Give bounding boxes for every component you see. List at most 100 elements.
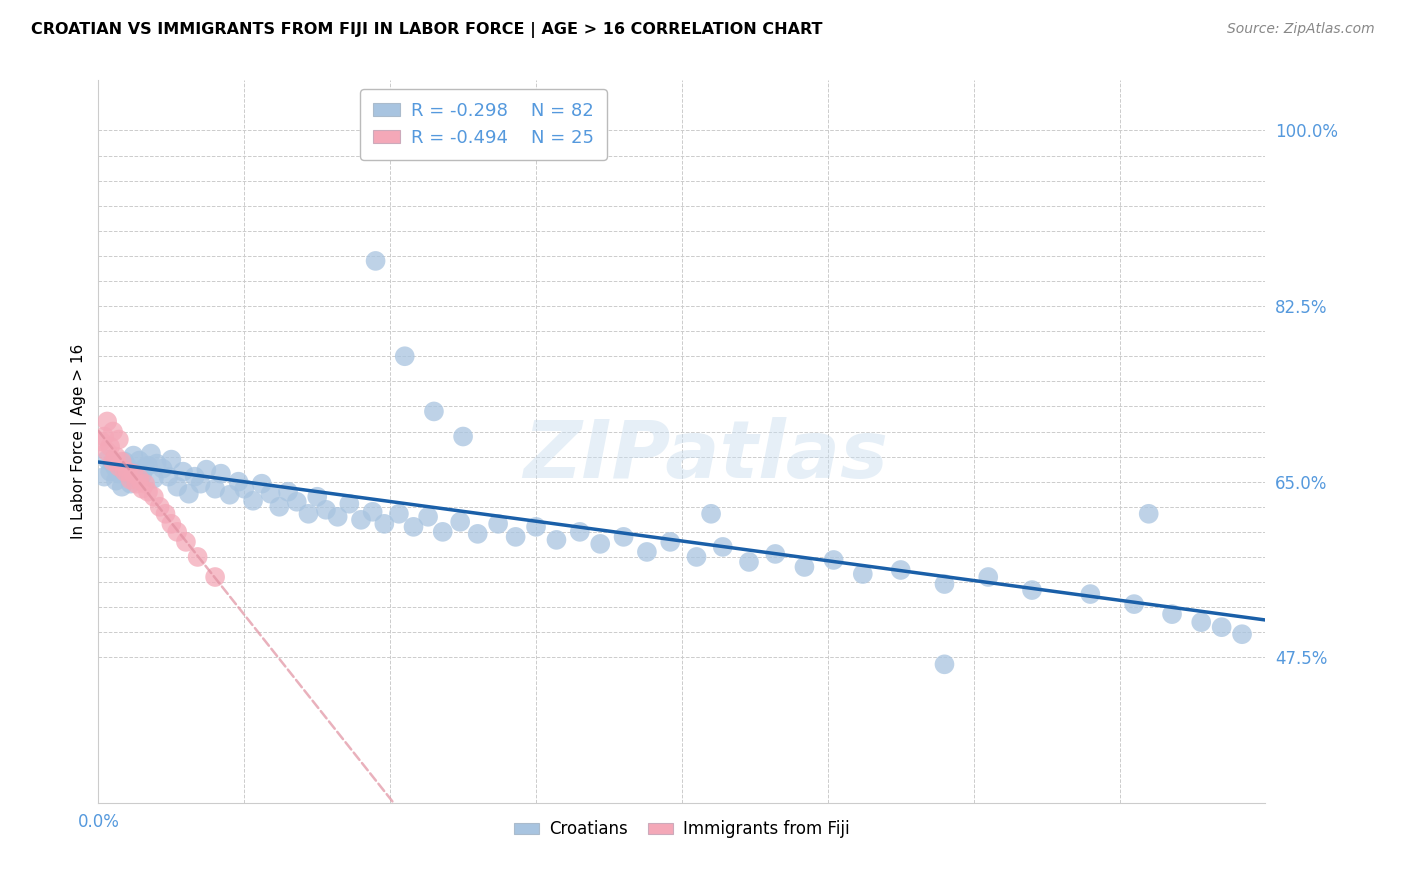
Point xyxy=(104,450,127,464)
Point xyxy=(108,459,131,474)
Point xyxy=(1211,620,1233,634)
Point xyxy=(160,452,183,467)
Point xyxy=(451,429,474,443)
Point xyxy=(183,469,205,483)
Legend: Croatians, Immigrants from Fiji: Croatians, Immigrants from Fiji xyxy=(508,814,856,845)
Point xyxy=(337,497,360,511)
Point xyxy=(977,570,1000,584)
Point xyxy=(93,469,115,483)
Point xyxy=(128,453,150,467)
Point xyxy=(350,513,373,527)
Point xyxy=(416,509,439,524)
Point xyxy=(373,516,395,531)
Point xyxy=(711,540,734,554)
Point xyxy=(449,515,471,529)
Point xyxy=(96,452,118,467)
Point xyxy=(659,534,682,549)
Point xyxy=(361,505,384,519)
Point xyxy=(589,537,612,551)
Point xyxy=(131,482,153,496)
Point xyxy=(685,549,707,564)
Point xyxy=(96,444,118,458)
Point xyxy=(136,484,159,499)
Point xyxy=(568,524,591,539)
Point xyxy=(117,465,139,479)
Point xyxy=(402,520,425,534)
Point xyxy=(890,563,912,577)
Point xyxy=(546,533,568,547)
Point xyxy=(934,577,956,591)
Point xyxy=(108,433,131,447)
Point xyxy=(315,503,337,517)
Point xyxy=(209,467,232,481)
Point xyxy=(172,465,194,479)
Point xyxy=(98,440,121,454)
Point xyxy=(700,507,723,521)
Point xyxy=(269,500,291,514)
Point xyxy=(486,516,509,531)
Point xyxy=(1189,615,1212,630)
Point xyxy=(98,465,121,479)
Point xyxy=(364,253,387,268)
Point xyxy=(1230,627,1253,641)
Point xyxy=(155,507,177,521)
Point xyxy=(111,480,134,494)
Point xyxy=(1161,607,1184,621)
Point xyxy=(120,473,142,487)
Point xyxy=(136,458,159,473)
Point xyxy=(218,488,240,502)
Point xyxy=(142,490,165,504)
Text: Source: ZipAtlas.com: Source: ZipAtlas.com xyxy=(1227,22,1375,37)
Point xyxy=(122,467,145,481)
Point xyxy=(307,490,329,504)
Point xyxy=(104,474,127,488)
Point xyxy=(128,472,150,486)
Y-axis label: In Labor Force | Age > 16: In Labor Force | Age > 16 xyxy=(72,344,87,539)
Point xyxy=(111,454,134,468)
Point xyxy=(505,530,527,544)
Point xyxy=(793,560,815,574)
Point xyxy=(134,476,156,491)
Point xyxy=(142,472,165,486)
Point xyxy=(101,425,124,439)
Point xyxy=(204,570,226,584)
Point xyxy=(823,553,845,567)
Point xyxy=(125,466,148,480)
Point xyxy=(174,534,197,549)
Point xyxy=(93,429,115,443)
Point xyxy=(177,487,200,501)
Point xyxy=(259,487,281,501)
Text: ZIPatlas: ZIPatlas xyxy=(523,417,887,495)
Point xyxy=(96,414,118,429)
Point xyxy=(108,467,131,481)
Point xyxy=(160,516,183,531)
Point xyxy=(763,547,786,561)
Point xyxy=(90,434,112,449)
Point xyxy=(149,500,172,514)
Point xyxy=(934,657,956,672)
Point xyxy=(277,484,299,499)
Point xyxy=(242,493,264,508)
Point xyxy=(101,454,124,468)
Point xyxy=(117,459,139,474)
Point xyxy=(125,476,148,491)
Point xyxy=(122,449,145,463)
Point xyxy=(432,524,454,539)
Point xyxy=(131,467,153,482)
Point xyxy=(157,469,180,483)
Point xyxy=(120,476,142,491)
Point xyxy=(146,457,169,471)
Point xyxy=(166,524,188,539)
Point xyxy=(101,457,124,471)
Point xyxy=(139,446,162,460)
Point xyxy=(1123,597,1146,611)
Point xyxy=(190,476,212,491)
Point xyxy=(285,494,308,508)
Point xyxy=(612,530,634,544)
Point xyxy=(134,460,156,475)
Point xyxy=(228,475,250,489)
Point xyxy=(250,476,273,491)
Point xyxy=(114,454,136,468)
Point xyxy=(467,526,489,541)
Point xyxy=(388,507,411,521)
